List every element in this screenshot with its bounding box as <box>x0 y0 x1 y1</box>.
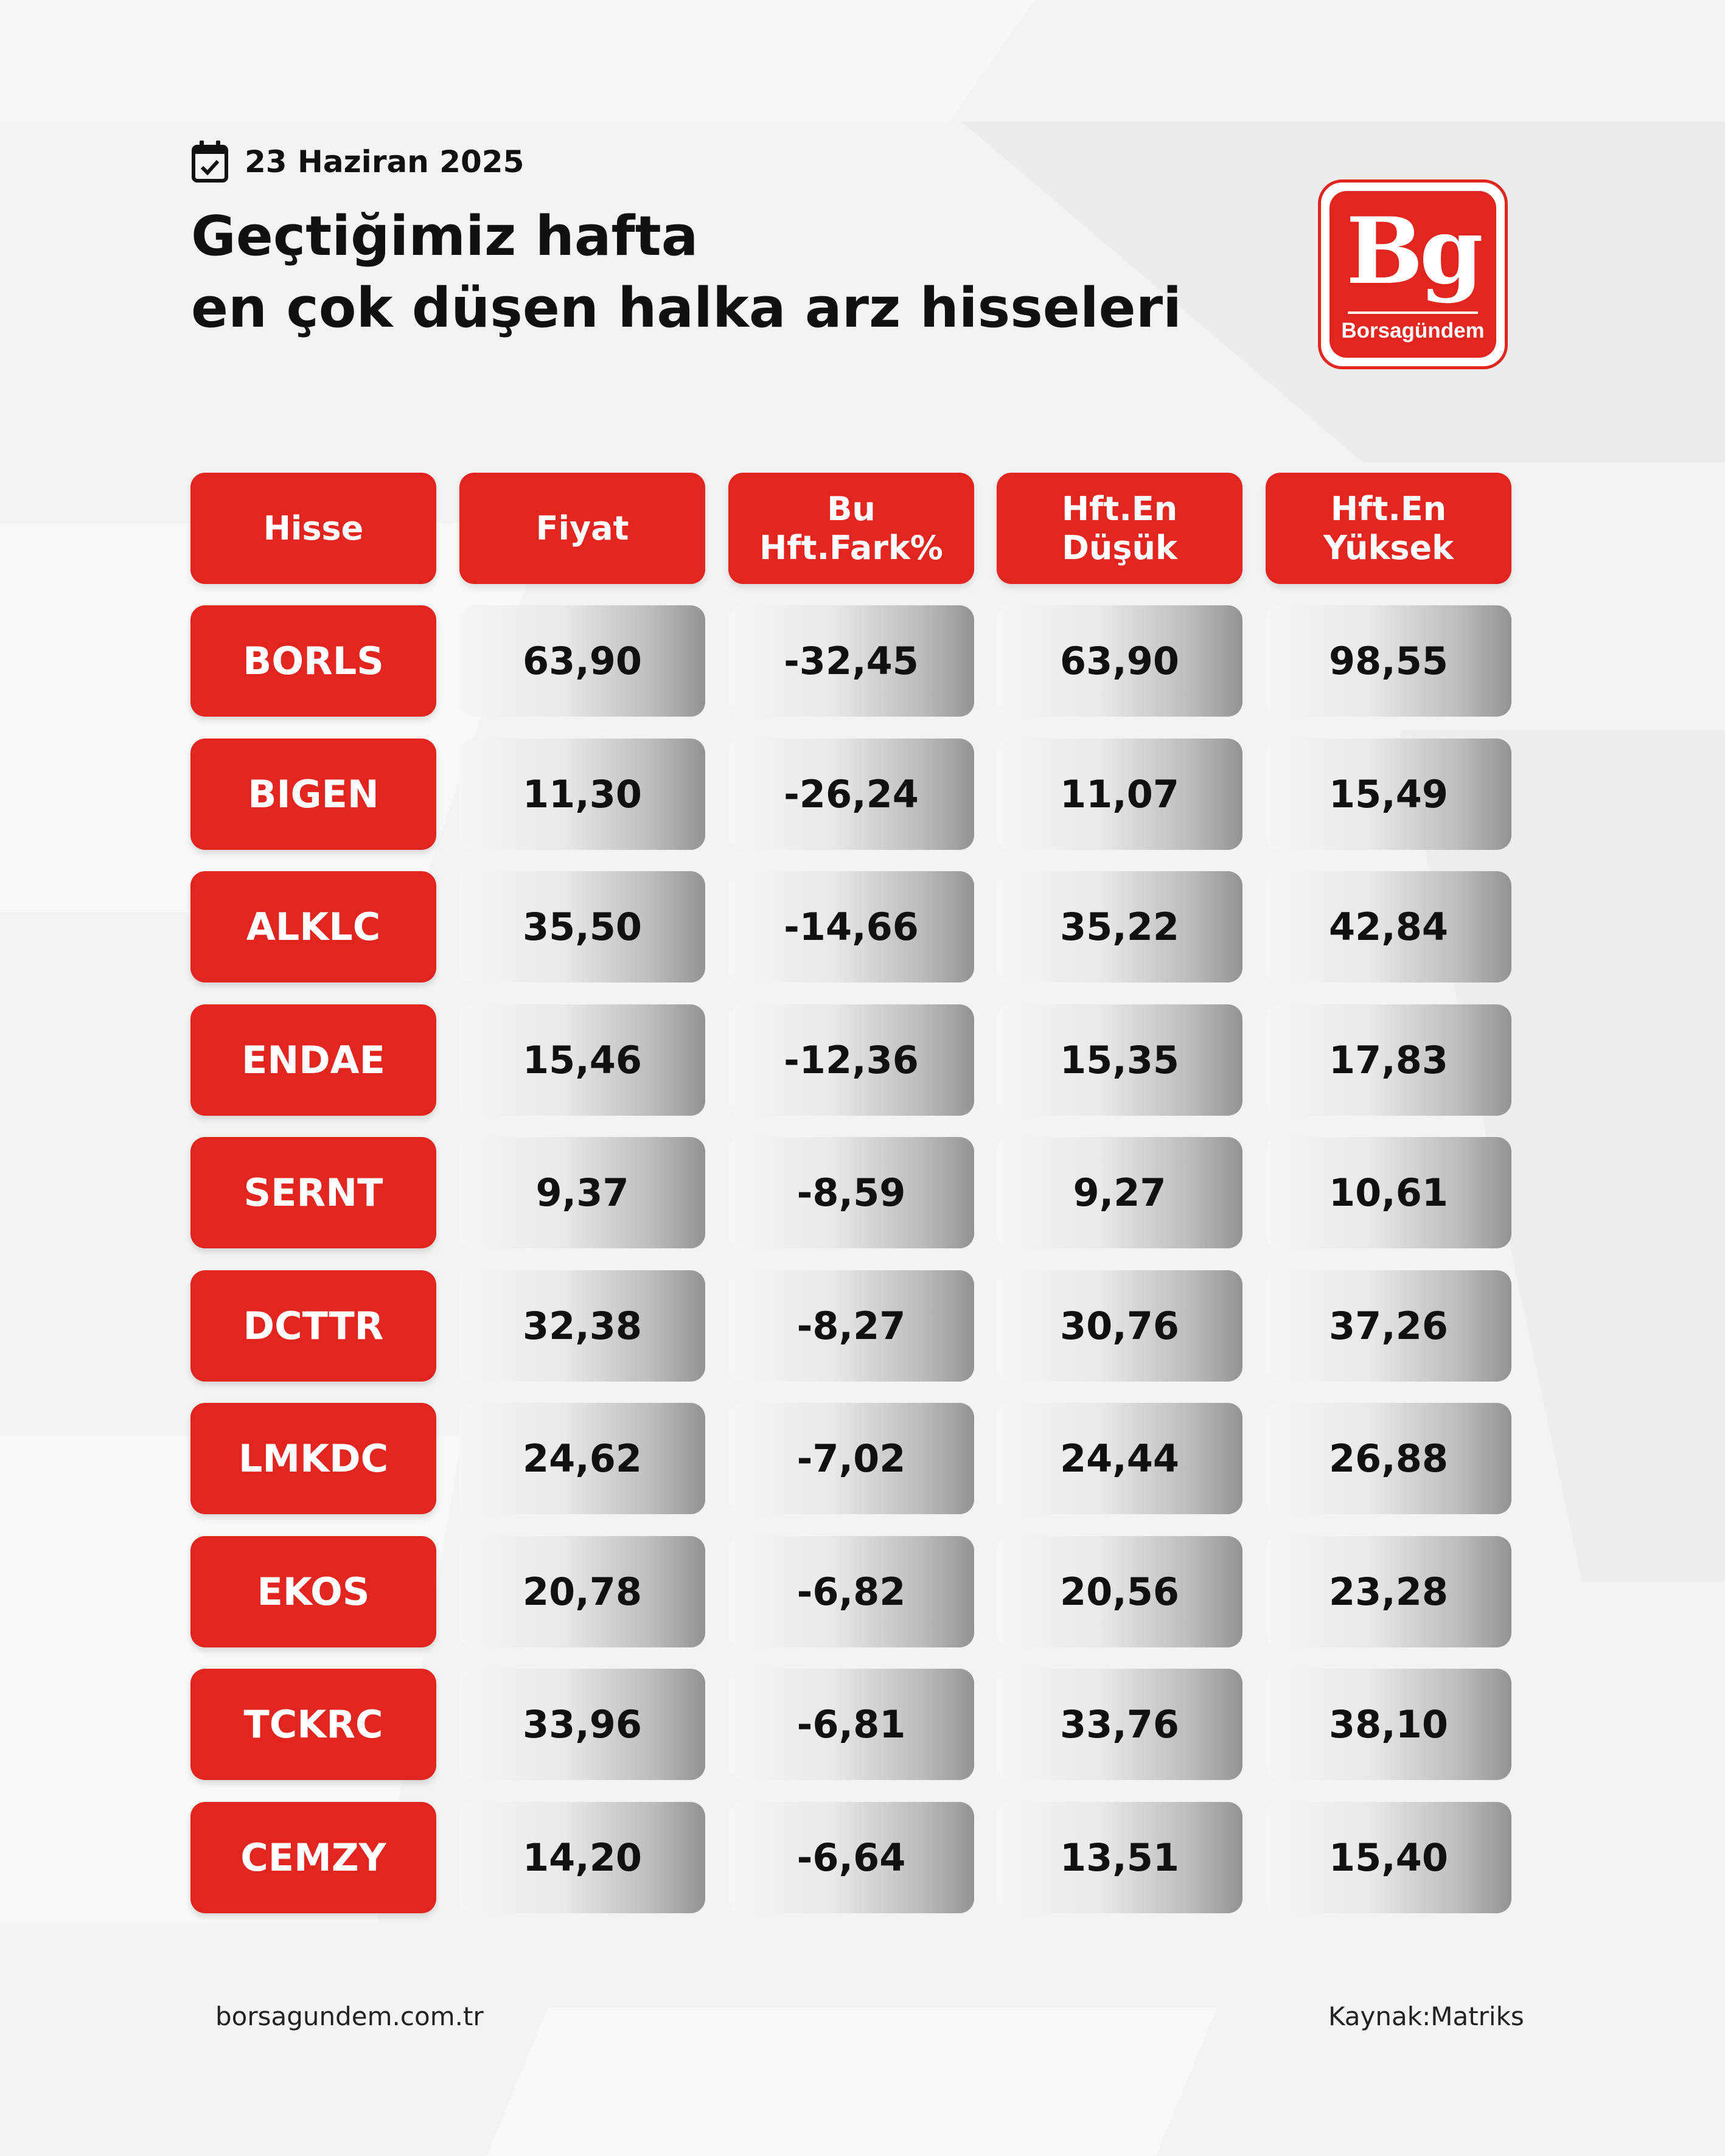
value-cell-dusuk: 9,27 <box>997 1137 1242 1248</box>
value-cell-fiyat: 33,96 <box>459 1669 705 1780</box>
value-cell-yuksek: 42,84 <box>1266 871 1511 982</box>
value-cell-yuksek: 15,40 <box>1266 1802 1511 1913</box>
value-cell-dusuk: 63,90 <box>997 605 1242 717</box>
value-cell-yuksek: 17,83 <box>1266 1004 1511 1116</box>
calendar-check-icon <box>192 141 228 183</box>
value-cell-fiyat: 14,20 <box>459 1802 705 1913</box>
value-cell-dusuk: 15,35 <box>997 1004 1242 1116</box>
value-cell-dusuk: 35,22 <box>997 871 1242 982</box>
value-cell-fiyat: 24,62 <box>459 1403 705 1514</box>
date-label: 23 Haziran 2025 <box>245 144 524 179</box>
borsagundem-logo: Bg Borsagündem <box>1318 179 1508 369</box>
ticker-cell: BORLS <box>190 605 436 717</box>
source-label: Kaynak:Matriks <box>1328 2001 1524 2031</box>
date-row: 23 Haziran 2025 <box>191 140 524 184</box>
ticker-cell: ALKLC <box>190 871 436 982</box>
page-title: Geçtiğimiz hafta en çok düşen halka arz … <box>191 201 1182 344</box>
column-header-ticker: Hisse <box>190 473 436 584</box>
value-cell-yuksek: 15,49 <box>1266 739 1511 850</box>
value-cell-fark: -26,24 <box>728 739 974 850</box>
value-cell-fark: -6,82 <box>728 1536 974 1647</box>
website-link[interactable]: borsagundem.com.tr <box>215 2001 484 2031</box>
column-header-yuksek: Hft.En Yüksek <box>1266 473 1511 584</box>
value-cell-dusuk: 13,51 <box>997 1802 1242 1913</box>
value-cell-yuksek: 38,10 <box>1266 1669 1511 1780</box>
value-cell-dusuk: 20,56 <box>997 1536 1242 1647</box>
value-cell-dusuk: 30,76 <box>997 1270 1242 1382</box>
column-header-dusuk: Hft.En Düşük <box>997 473 1242 584</box>
value-cell-fark: -14,66 <box>728 871 974 982</box>
value-cell-fark: -8,27 <box>728 1270 974 1382</box>
value-cell-fiyat: 20,78 <box>459 1536 705 1647</box>
ticker-cell: SERNT <box>190 1137 436 1248</box>
value-cell-fark: -8,59 <box>728 1137 974 1248</box>
logo-name: Borsagündem <box>1341 319 1485 343</box>
logo-mark: Bg <box>1346 198 1483 305</box>
ticker-cell: CEMZY <box>190 1802 436 1913</box>
value-cell-yuksek: 23,28 <box>1266 1536 1511 1647</box>
value-cell-yuksek: 10,61 <box>1266 1137 1511 1248</box>
value-cell-yuksek: 98,55 <box>1266 605 1511 717</box>
value-cell-dusuk: 11,07 <box>997 739 1242 850</box>
title-line-1: Geçtiğimiz hafta <box>191 204 699 268</box>
ticker-cell: ENDAE <box>190 1004 436 1116</box>
column-header-fark: Bu Hft.Fark% <box>728 473 974 584</box>
value-cell-fark: -6,64 <box>728 1802 974 1913</box>
ticker-cell: EKOS <box>190 1536 436 1647</box>
value-cell-fiyat: 32,38 <box>459 1270 705 1382</box>
value-cell-fark: -32,45 <box>728 605 974 717</box>
value-cell-fiyat: 35,50 <box>459 871 705 982</box>
ticker-cell: TCKRC <box>190 1669 436 1780</box>
value-cell-fiyat: 63,90 <box>459 605 705 717</box>
ticker-cell: BIGEN <box>190 739 436 850</box>
ticker-cell: LMKDC <box>190 1403 436 1514</box>
value-cell-fark: -12,36 <box>728 1004 974 1116</box>
value-cell-dusuk: 24,44 <box>997 1403 1242 1514</box>
value-cell-fiyat: 9,37 <box>459 1137 705 1248</box>
value-cell-yuksek: 26,88 <box>1266 1403 1511 1514</box>
value-cell-fark: -6,81 <box>728 1669 974 1780</box>
column-header-fiyat: Fiyat <box>459 473 705 584</box>
value-cell-dusuk: 33,76 <box>997 1669 1242 1780</box>
value-cell-fark: -7,02 <box>728 1403 974 1514</box>
ticker-cell: DCTTR <box>190 1270 436 1382</box>
title-line-2: en çok düşen halka arz hisseleri <box>191 276 1182 340</box>
value-cell-yuksek: 37,26 <box>1266 1270 1511 1382</box>
value-cell-fiyat: 15,46 <box>459 1004 705 1116</box>
value-cell-fiyat: 11,30 <box>459 739 705 850</box>
logo-divider <box>1348 311 1478 314</box>
